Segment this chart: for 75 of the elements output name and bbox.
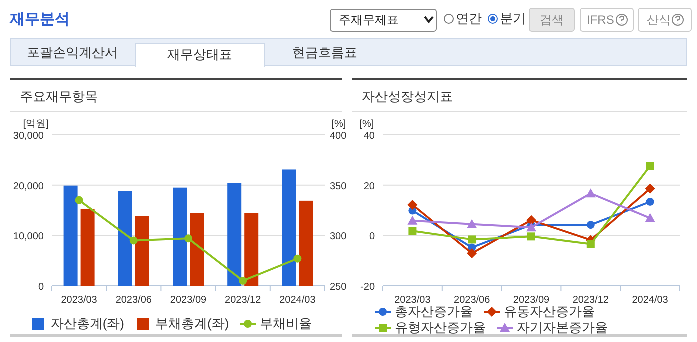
point xyxy=(467,219,478,228)
point xyxy=(586,221,595,230)
legend-label: 자기자본증가율 xyxy=(517,319,608,337)
text: 분기 xyxy=(500,10,526,28)
bar xyxy=(299,200,314,286)
point xyxy=(526,222,536,232)
point xyxy=(75,196,84,204)
point xyxy=(408,227,417,236)
point xyxy=(528,232,536,241)
legend-label: 유형자산증가율 xyxy=(395,319,486,337)
text: 연간 xyxy=(456,10,482,28)
point xyxy=(646,162,654,170)
point xyxy=(184,234,192,243)
y2-axis-title: [%] xyxy=(332,119,346,130)
point xyxy=(526,215,536,226)
bar xyxy=(135,216,150,286)
y2-tick-label: 400 xyxy=(330,131,348,142)
y-axis-title: [억원] xyxy=(23,119,49,130)
chart-title: 주요재무항목 xyxy=(10,78,342,112)
x-tick-label: 2023/06 xyxy=(116,295,152,306)
y-tick-label: 0 xyxy=(38,282,44,293)
text: IFRS xyxy=(580,8,634,32)
legend-label: 자산총계(좌) xyxy=(50,315,124,333)
y-tick-label: -20 xyxy=(360,282,376,293)
point xyxy=(645,184,656,194)
text: 포괄손익계산서 xyxy=(26,44,119,62)
bar xyxy=(228,183,242,286)
x-tick-label: 2023/03 xyxy=(61,295,98,306)
bar xyxy=(80,208,95,286)
y-tick-label: 10,000 xyxy=(13,232,44,243)
legend-label: 총자산증가율 xyxy=(395,304,473,321)
point xyxy=(467,248,478,259)
y-tick-label: 20 xyxy=(364,181,376,192)
text: 산식 xyxy=(638,8,692,32)
point xyxy=(645,213,656,222)
chart-title: 자산성장성지표 xyxy=(352,78,687,112)
bar xyxy=(64,186,78,286)
y-tick-label: 0 xyxy=(369,232,376,243)
x-tick-label: 2023/03 xyxy=(394,295,432,306)
y2-tick-label: 300 xyxy=(330,232,348,243)
point xyxy=(408,200,418,210)
x-tick-label: 2024/03 xyxy=(280,295,316,306)
bar xyxy=(282,170,296,286)
legend-label: 유동자산증가율 xyxy=(504,304,595,321)
bar xyxy=(173,188,187,286)
point xyxy=(294,254,302,263)
text: 재무분석 xyxy=(10,10,70,29)
text: 주재무제표 xyxy=(330,9,437,32)
point xyxy=(586,240,595,248)
y-axis-title: [%] xyxy=(360,119,374,130)
bar xyxy=(244,213,259,286)
y-tick-label: 20,000 xyxy=(13,181,44,192)
point xyxy=(130,236,138,245)
y-tick-label: 40 xyxy=(364,131,376,142)
x-tick-label: 2023/09 xyxy=(170,295,208,306)
bar xyxy=(190,213,204,286)
point xyxy=(239,276,248,285)
point xyxy=(646,198,654,206)
x-tick-label: 2023/09 xyxy=(513,295,550,306)
point xyxy=(468,236,476,244)
x-tick-label: 2023/12 xyxy=(225,295,262,306)
x-tick-label: 2023/12 xyxy=(572,295,610,306)
text: 검색 xyxy=(529,8,575,32)
x-tick-label: 2024/03 xyxy=(632,295,669,306)
y-tick-label: 30,000 xyxy=(13,131,44,142)
bar xyxy=(118,191,132,286)
x-tick-label: 2023/06 xyxy=(454,295,491,306)
point xyxy=(408,216,418,225)
legend-label: 부채총계(좌) xyxy=(156,315,230,333)
legend-label: 부채비율 xyxy=(260,315,312,333)
text: 현금흐름표 xyxy=(292,44,358,62)
y2-tick-label: 250 xyxy=(330,282,348,293)
point xyxy=(586,188,596,198)
y2-tick-label: 350 xyxy=(330,181,348,192)
text: 재무상태표 xyxy=(135,43,265,67)
